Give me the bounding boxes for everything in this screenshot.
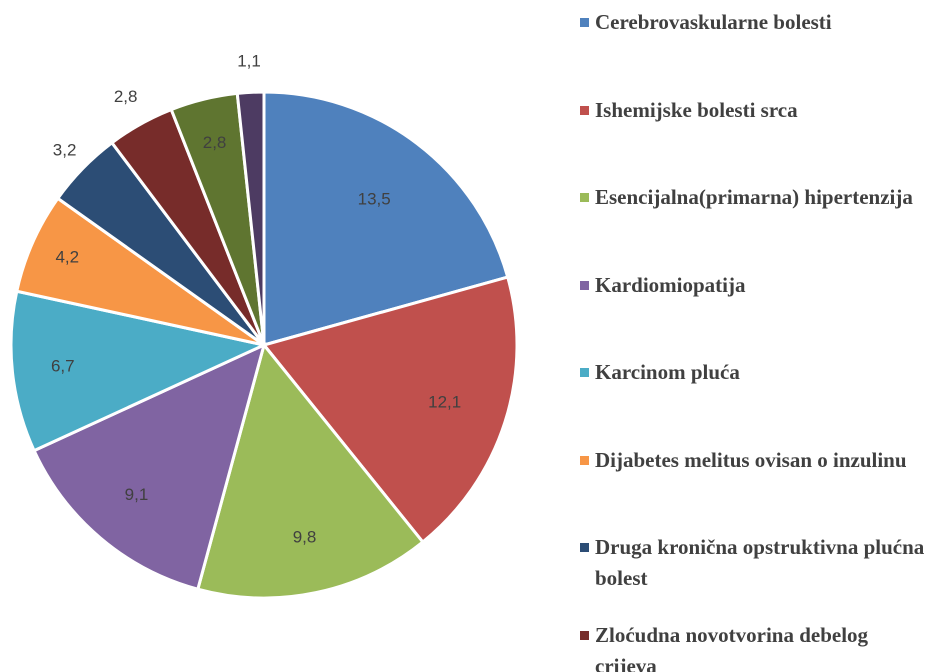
legend-label: Kardiomiopatija bbox=[595, 272, 746, 297]
legend-item: Esencijalna(primarna) hipertenzija bbox=[580, 182, 925, 213]
legend-label: Zloćudna novotvorina debelog crijeva bbox=[595, 622, 869, 672]
legend-label: Druga kronična opstruktivna plućna boles… bbox=[595, 535, 925, 590]
legend-swatch bbox=[580, 18, 589, 27]
data-label: 9,1 bbox=[125, 485, 149, 504]
legend-item: Zloćudna novotvorina debelog crijeva bbox=[580, 620, 925, 672]
legend-swatch bbox=[580, 630, 589, 640]
legend-swatch bbox=[580, 543, 589, 552]
data-label: 1,1 bbox=[237, 52, 261, 71]
pie-area: 13,5 12,1 9,8 9,1 6,7 4,2 3,2 2,8 2,8 1,1 bbox=[9, 52, 519, 600]
legend-swatch bbox=[580, 280, 589, 290]
data-label: 13,5 bbox=[358, 189, 391, 208]
data-label: 4,2 bbox=[55, 248, 79, 267]
data-label: 3,2 bbox=[53, 140, 77, 159]
legend-swatch bbox=[580, 455, 589, 465]
data-label: 9,8 bbox=[293, 528, 317, 547]
legend-label: Karcinom pluća bbox=[595, 360, 740, 384]
legend-item: Karcinom pluća bbox=[580, 357, 925, 388]
legend-label: Dijabetes melitus ovisan o inzulinu bbox=[595, 447, 907, 472]
pie-slice bbox=[235, 90, 266, 346]
legend-item: Dijabetes melitus ovisan o inzulinu bbox=[580, 445, 925, 476]
legend-label: Ishemijske bolesti srca bbox=[595, 97, 798, 122]
pie-slice bbox=[261, 275, 519, 545]
legend-swatch bbox=[580, 193, 589, 202]
pie-slice bbox=[195, 341, 425, 600]
data-label: 2,8 bbox=[203, 133, 227, 152]
legend-label: Esencijalna(primarna) hipertenzija bbox=[595, 185, 913, 209]
data-label: 2,8 bbox=[114, 87, 138, 106]
data-label: 6,7 bbox=[51, 356, 75, 375]
legend-item: Kardiomiopatija bbox=[580, 270, 925, 301]
legend-item: Druga kronična opstruktivna plućna boles… bbox=[580, 532, 925, 594]
legend-swatch bbox=[580, 368, 589, 377]
pie-slice bbox=[9, 289, 269, 453]
legend-label: Cerebrovaskularne bolesti bbox=[595, 10, 832, 34]
data-label: 12,1 bbox=[428, 392, 461, 411]
pie-slice bbox=[32, 342, 267, 592]
legend-item: Cerebrovaskularne bolesti bbox=[580, 7, 925, 38]
pie-slice bbox=[262, 90, 510, 347]
legend-swatch bbox=[580, 105, 589, 115]
legend-item: Ishemijske bolesti srca bbox=[580, 95, 925, 126]
